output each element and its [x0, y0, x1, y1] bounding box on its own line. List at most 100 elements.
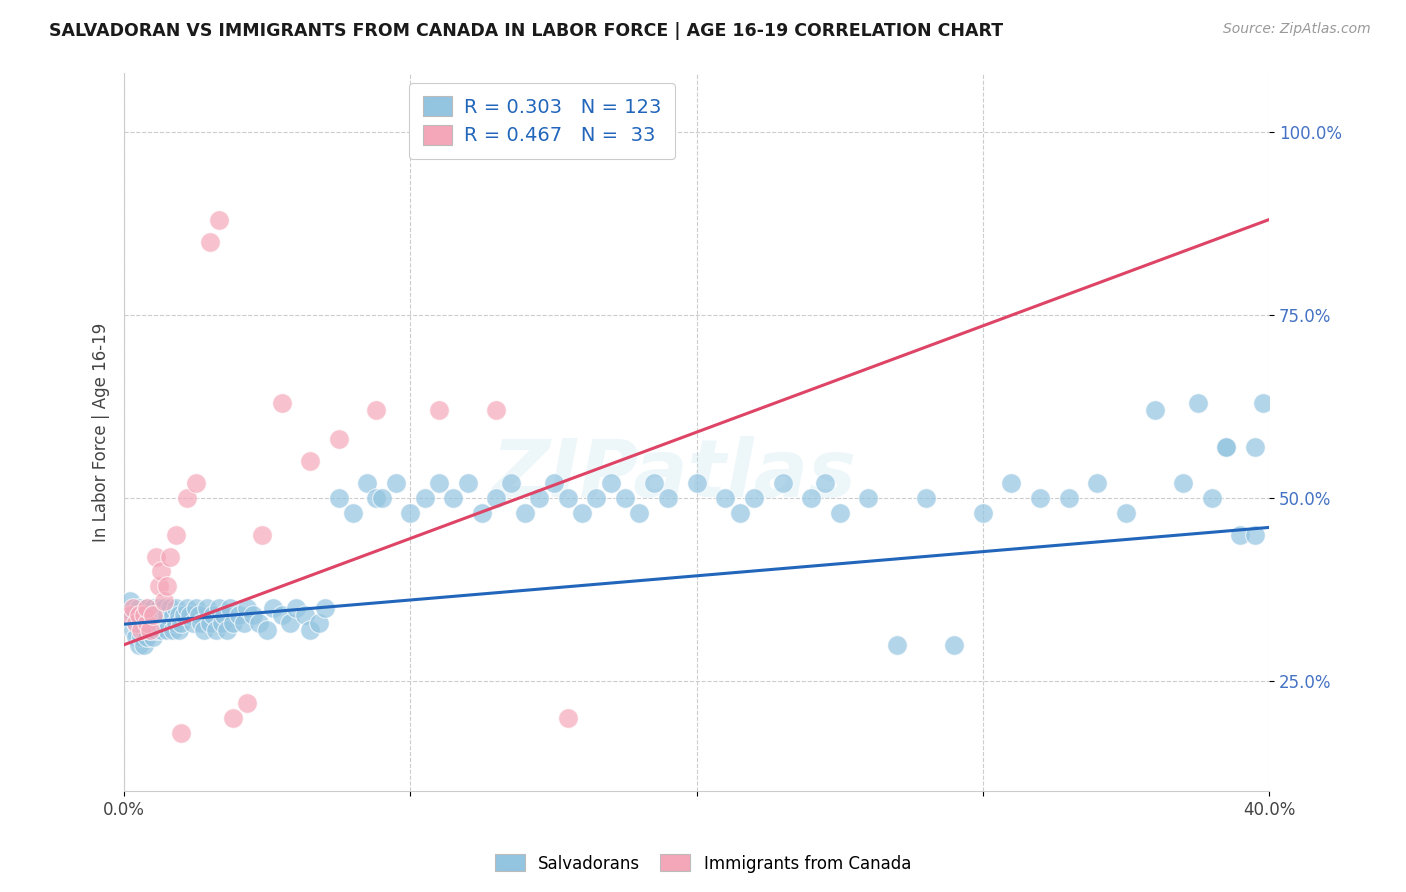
Point: [145, 608, 167, 623]
Point: [181, 615, 204, 630]
Point: [150, 623, 173, 637]
Point: [156, 608, 179, 623]
Point: [124, 615, 146, 630]
Point: [772, 476, 794, 491]
Point: [299, 623, 322, 637]
Point: [142, 608, 165, 623]
Point: [121, 623, 143, 637]
Point: [195, 601, 218, 615]
Point: [184, 476, 207, 491]
Point: [294, 608, 316, 623]
Point: [201, 608, 224, 623]
Point: [156, 623, 179, 637]
Point: [136, 601, 159, 615]
Point: [399, 506, 422, 520]
Point: [247, 615, 270, 630]
Point: [118, 593, 141, 607]
Text: ZIPatlas: ZIPatlas: [491, 436, 856, 514]
Point: [614, 491, 637, 505]
Point: [165, 615, 187, 630]
Point: [742, 491, 765, 505]
Point: [499, 476, 522, 491]
Point: [1253, 396, 1275, 410]
Point: [457, 476, 479, 491]
Point: [139, 608, 162, 623]
Point: [714, 491, 737, 505]
Point: [162, 623, 184, 637]
Point: [211, 615, 233, 630]
Point: [914, 491, 936, 505]
Point: [485, 491, 508, 505]
Point: [356, 476, 378, 491]
Point: [308, 615, 330, 630]
Point: [1229, 528, 1251, 542]
Point: [131, 623, 153, 637]
Point: [170, 725, 193, 739]
Point: [136, 631, 159, 645]
Point: [441, 491, 464, 505]
Point: [972, 506, 994, 520]
Point: [1143, 403, 1166, 417]
Point: [193, 623, 215, 637]
Point: [228, 608, 250, 623]
Point: [134, 623, 156, 637]
Point: [121, 601, 143, 615]
Point: [148, 615, 170, 630]
Point: [236, 601, 259, 615]
Point: [529, 491, 551, 505]
Point: [262, 601, 284, 615]
Point: [145, 623, 167, 637]
Point: [165, 528, 187, 542]
Point: [728, 506, 751, 520]
Point: [233, 615, 256, 630]
Point: [128, 601, 150, 615]
Point: [284, 601, 307, 615]
Legend: R = 0.303   N = 123, R = 0.467   N =  33: R = 0.303 N = 123, R = 0.467 N = 33: [409, 83, 675, 159]
Point: [328, 433, 350, 447]
Point: [270, 608, 292, 623]
Point: [943, 638, 966, 652]
Point: [314, 601, 336, 615]
Point: [278, 615, 301, 630]
Point: [1173, 476, 1195, 491]
Point: [128, 638, 150, 652]
Point: [124, 631, 146, 645]
Point: [1201, 491, 1223, 505]
Point: [167, 623, 190, 637]
Point: [136, 615, 159, 630]
Point: [256, 623, 278, 637]
Point: [628, 506, 651, 520]
Point: [270, 396, 292, 410]
Point: [828, 506, 851, 520]
Point: [1243, 440, 1265, 454]
Point: [148, 601, 170, 615]
Point: [858, 491, 880, 505]
Point: [159, 601, 181, 615]
Point: [599, 476, 621, 491]
Point: [134, 608, 156, 623]
Point: [1187, 396, 1209, 410]
Point: [250, 528, 273, 542]
Point: [471, 506, 494, 520]
Point: [134, 608, 156, 623]
Point: [571, 506, 593, 520]
Point: [543, 476, 565, 491]
Point: [364, 491, 387, 505]
Text: SALVADORAN VS IMMIGRANTS FROM CANADA IN LABOR FORCE | AGE 16-19 CORRELATION CHAR: SALVADORAN VS IMMIGRANTS FROM CANADA IN …: [49, 22, 1004, 40]
Point: [179, 608, 201, 623]
Point: [121, 608, 143, 623]
Point: [187, 608, 209, 623]
Point: [134, 638, 156, 652]
Point: [1215, 440, 1237, 454]
Point: [657, 491, 679, 505]
Point: [198, 235, 221, 249]
Point: [485, 403, 508, 417]
Point: [139, 623, 162, 637]
Point: [150, 608, 173, 623]
Point: [585, 491, 607, 505]
Point: [162, 608, 184, 623]
Point: [1029, 491, 1052, 505]
Point: [139, 623, 162, 637]
Point: [124, 615, 146, 630]
Point: [204, 623, 226, 637]
